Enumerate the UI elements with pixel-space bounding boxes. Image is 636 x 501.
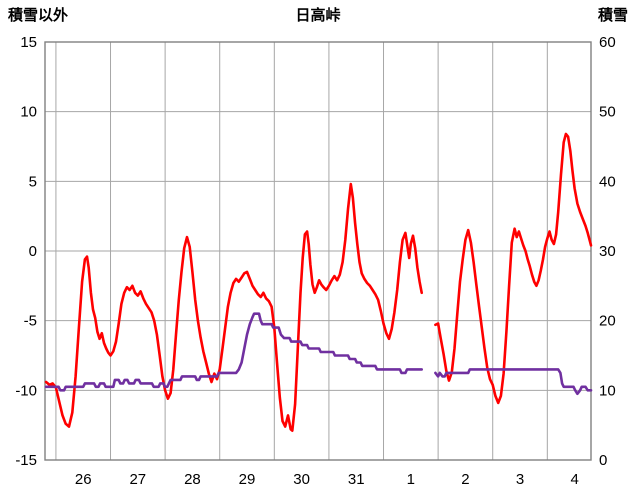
y-right-tick-label: 0 (599, 452, 607, 469)
x-tick-label: 4 (570, 471, 578, 488)
series-line-left (44, 182, 424, 433)
y-left-tick-label: -15 (15, 452, 37, 469)
plot-frame (44, 41, 592, 461)
x-tick-label: 27 (129, 471, 146, 488)
x-tick-label: 2 (461, 471, 469, 488)
x-tick-label: 31 (348, 471, 365, 488)
y-left-tick-label: 10 (20, 104, 37, 121)
y-right-tick-label: 40 (599, 173, 616, 190)
x-tick-label: 28 (184, 471, 201, 488)
y-left-tick-label: 15 (20, 34, 37, 51)
series-line-right (44, 312, 424, 392)
left-axis-title: 積雪以外 (8, 7, 69, 24)
y-left-tick-label: -5 (24, 313, 37, 330)
chart-title: 日高峠 (295, 7, 341, 24)
x-tick-label: 3 (516, 471, 524, 488)
chart-header: 積雪以外 日高峠 積雪 (0, 4, 636, 26)
y-left-tick-label: 5 (29, 173, 37, 190)
y-left-tick-label: -10 (15, 382, 37, 399)
y-right-tick-label: 50 (599, 104, 616, 121)
x-tick-label: 1 (407, 471, 415, 488)
x-tick-label: 30 (293, 471, 310, 488)
x-tick-label: 29 (239, 471, 256, 488)
y-right-tick-label: 30 (599, 243, 616, 260)
y-right-tick-label: 20 (599, 313, 616, 330)
y-left-tick-label: 0 (29, 243, 37, 260)
right-axis-title: 積雪 (597, 7, 628, 24)
y-right-tick-label: 10 (599, 382, 616, 399)
y-right-tick-label: 60 (599, 34, 616, 51)
series-line-left (434, 132, 593, 405)
series-line-right (434, 368, 593, 396)
x-tick-label: 26 (75, 471, 92, 488)
